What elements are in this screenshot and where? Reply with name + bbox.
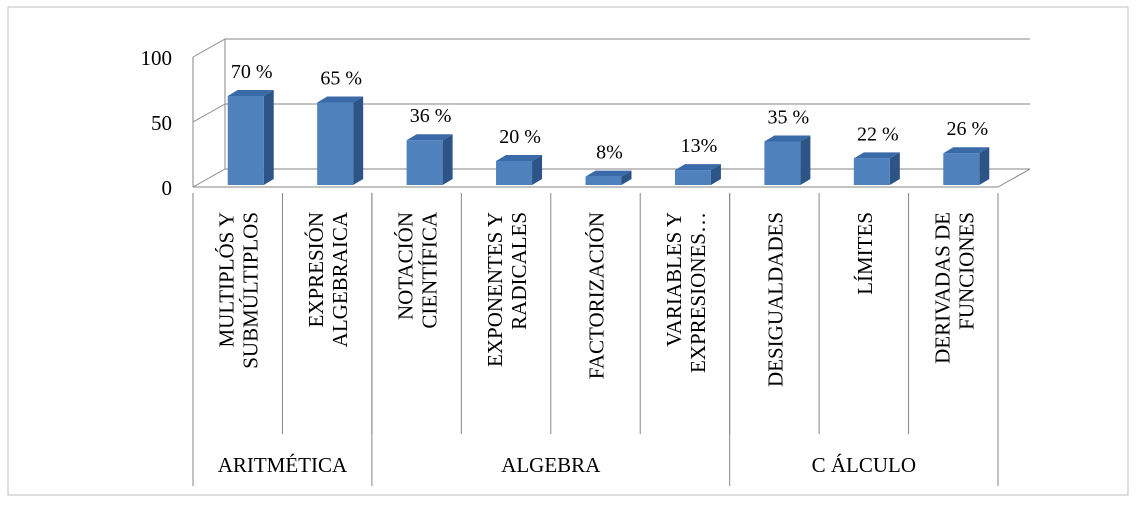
data-label: 22 % bbox=[857, 123, 899, 145]
bar-top bbox=[227, 90, 274, 96]
bar bbox=[764, 135, 811, 185]
bar-side bbox=[710, 164, 721, 185]
data-label: 26 % bbox=[946, 118, 988, 140]
bar-top bbox=[674, 164, 721, 171]
bar-side bbox=[532, 155, 543, 185]
y-tick-label: 50 bbox=[151, 111, 172, 135]
bar-side bbox=[800, 135, 811, 185]
gridline-diagonal bbox=[192, 103, 226, 123]
bar bbox=[406, 134, 453, 185]
data-label: 8% bbox=[596, 142, 623, 164]
bar-front bbox=[317, 102, 354, 185]
bar-top bbox=[317, 96, 364, 103]
y-tick-label: 0 bbox=[162, 176, 173, 200]
gridline-diagonal bbox=[192, 38, 226, 58]
category-label: DESIGUALDADES bbox=[763, 212, 787, 387]
category-label: CIENTÍFICA bbox=[418, 211, 442, 328]
bar-front bbox=[585, 176, 622, 185]
bar-front bbox=[496, 161, 533, 185]
category-label: VARIABLES Y bbox=[662, 212, 686, 347]
y-axis: 0 50 100 bbox=[141, 39, 226, 200]
bar-front bbox=[853, 158, 890, 185]
bar bbox=[853, 152, 900, 185]
bars bbox=[227, 90, 990, 185]
chart-frame bbox=[7, 6, 1129, 496]
chart-floor bbox=[193, 168, 1031, 188]
data-label: 13% bbox=[681, 135, 718, 157]
data-label: 70 % bbox=[231, 61, 273, 83]
data-label: 65 % bbox=[320, 68, 362, 90]
data-label: 36 % bbox=[410, 105, 452, 127]
gridline-diagonal bbox=[192, 168, 226, 188]
bar-front bbox=[227, 96, 264, 185]
category-label: MULTIPLÓS Y bbox=[215, 212, 239, 348]
category-label: ALGEBRAICA bbox=[328, 211, 352, 347]
bar-front bbox=[943, 153, 980, 185]
bar bbox=[227, 90, 274, 185]
bar-front bbox=[764, 141, 801, 185]
category-axis: MULTIPLÓS Y SUBMÚLTIPLOS EXPRESIÓN ALGEBRAI… bbox=[192, 193, 999, 486]
category-label: EXPONENTES Y bbox=[483, 212, 507, 367]
category-label: EXPRESIÓN bbox=[304, 212, 328, 328]
category-label: RADICALES bbox=[507, 212, 531, 330]
bar-side bbox=[621, 170, 632, 185]
bar-top bbox=[406, 134, 453, 141]
bar-top bbox=[943, 147, 990, 154]
group-label: ALGEBRA bbox=[501, 453, 601, 477]
bar-top bbox=[585, 170, 632, 177]
category-label: DERIVADAS DE bbox=[930, 212, 954, 364]
category-label: FACTORIZACIÓN bbox=[585, 212, 609, 379]
bar-front bbox=[674, 170, 711, 185]
bar-side bbox=[353, 96, 364, 185]
bar-top bbox=[853, 152, 900, 159]
bar-top bbox=[496, 155, 543, 161]
bar bbox=[496, 155, 543, 185]
data-label: 35 % bbox=[768, 107, 810, 129]
bar-top bbox=[764, 135, 811, 142]
y-tick-label: 100 bbox=[141, 46, 173, 70]
group-label: ARITMÉTICA bbox=[218, 453, 348, 477]
data-label: 20 % bbox=[499, 126, 541, 148]
bar-side bbox=[263, 90, 274, 185]
group-label: C ÁLCULO bbox=[812, 453, 916, 477]
category-label: FUNCIONES bbox=[954, 212, 978, 330]
data-labels: 70 % 65 % 36 % 20 % 8% 13% 35 % 22 % 26 % bbox=[231, 61, 988, 164]
bar bbox=[943, 147, 990, 185]
category-label: NOTACIÓN bbox=[394, 212, 418, 320]
bar-side bbox=[979, 147, 990, 185]
bar bbox=[674, 164, 721, 185]
bar bbox=[585, 170, 632, 185]
bar bbox=[317, 96, 364, 185]
bar-side bbox=[442, 134, 453, 185]
category-label: SUBMÚLTIPLOS bbox=[239, 212, 263, 369]
bar-front bbox=[406, 140, 443, 185]
bar-side bbox=[889, 152, 900, 185]
floor-right-edge bbox=[997, 168, 1031, 188]
category-label: LÍMITES bbox=[853, 212, 877, 295]
category-label: EXPRESIONES… bbox=[686, 212, 710, 373]
